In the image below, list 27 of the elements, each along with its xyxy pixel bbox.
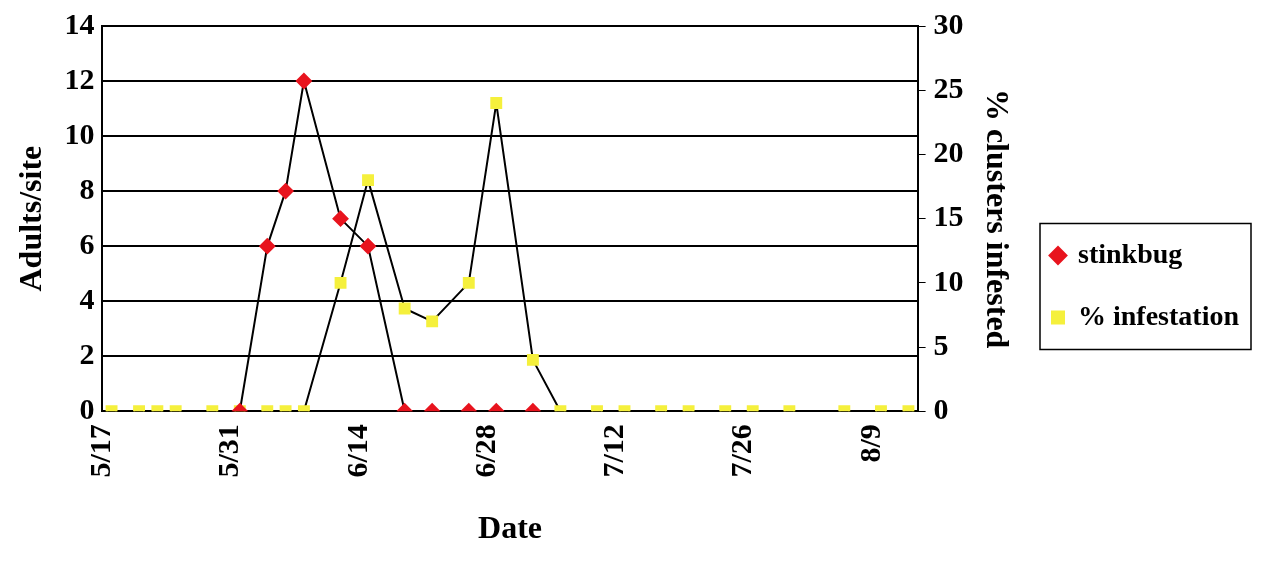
x-tick-label: 8/9 xyxy=(852,424,886,463)
y2-tick-label: 15 xyxy=(933,199,964,233)
y2-tick-label: 10 xyxy=(933,263,964,297)
y-tick-label: 2 xyxy=(79,336,95,370)
y-tick-label: 10 xyxy=(64,116,95,150)
x-tick-label: 5/17 xyxy=(83,424,117,478)
legend-label: stinkbug xyxy=(1078,237,1183,269)
y-tick-label: 12 xyxy=(64,61,95,95)
y2-tick-label: 0 xyxy=(933,392,949,426)
y-tick-label: 8 xyxy=(79,171,95,205)
y2-tick-label: 5 xyxy=(933,327,949,361)
x-tick-label: 6/28 xyxy=(467,424,501,478)
x-axis-title: Date xyxy=(478,509,542,546)
y2-tick-label: 30 xyxy=(933,6,964,40)
legend-label: % infestation xyxy=(1078,299,1240,331)
y-tick-label: 14 xyxy=(64,6,95,40)
x-tick-label: 7/12 xyxy=(596,424,630,478)
y2-axis-title: % clusters infested xyxy=(979,88,1016,349)
y2-tick-label: 25 xyxy=(933,70,964,104)
y-axis-title: Adults/site xyxy=(12,145,49,292)
x-tick-label: 5/31 xyxy=(211,424,245,478)
y-tick-label: 4 xyxy=(79,281,95,315)
y-tick-label: 0 xyxy=(79,392,95,426)
x-tick-label: 7/26 xyxy=(724,424,758,478)
y2-tick-label: 20 xyxy=(933,135,964,169)
x-tick-label: 6/14 xyxy=(339,424,373,478)
y-tick-label: 6 xyxy=(79,226,95,260)
